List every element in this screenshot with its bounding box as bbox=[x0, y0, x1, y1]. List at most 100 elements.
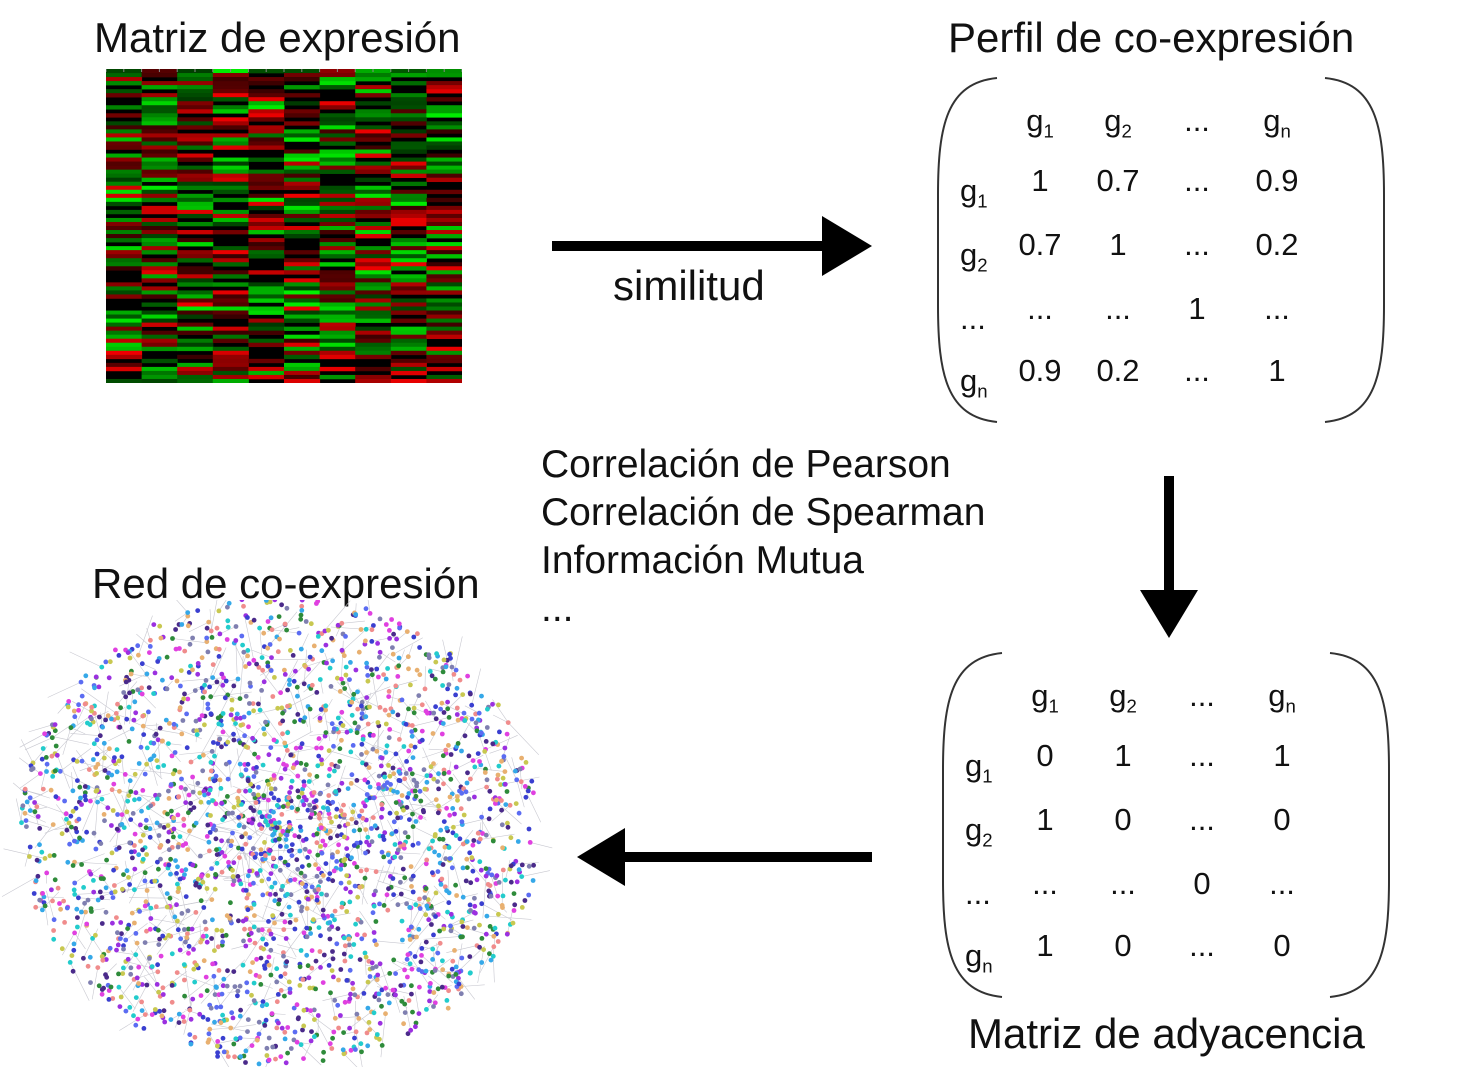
heatmap-cell bbox=[284, 149, 321, 154]
network-node bbox=[73, 805, 79, 811]
network-node bbox=[194, 732, 200, 737]
network-node bbox=[190, 635, 196, 641]
heatmap-cell bbox=[106, 318, 143, 323]
heatmap-cell bbox=[390, 113, 427, 118]
heatmap-cell bbox=[390, 334, 427, 340]
network-node bbox=[302, 767, 308, 772]
network-node bbox=[256, 701, 261, 707]
network-node bbox=[148, 916, 154, 921]
network-node bbox=[301, 1007, 307, 1013]
heatmap-cell bbox=[212, 282, 249, 287]
network-node bbox=[500, 893, 506, 899]
network-node bbox=[269, 1011, 275, 1016]
network-node bbox=[44, 769, 49, 774]
heatmap-cell bbox=[355, 334, 392, 340]
network-node bbox=[475, 830, 481, 836]
heatmap-cell bbox=[390, 105, 427, 110]
network-node bbox=[188, 1016, 194, 1022]
network-node bbox=[321, 1049, 326, 1055]
network-node bbox=[144, 745, 150, 751]
network-node bbox=[176, 885, 182, 891]
network-node bbox=[362, 950, 368, 956]
network-node bbox=[206, 791, 211, 796]
heatmap-cell bbox=[106, 362, 143, 368]
network-node bbox=[143, 825, 149, 831]
network-node bbox=[383, 622, 389, 627]
heatmap-cell bbox=[141, 302, 178, 307]
network-node bbox=[386, 689, 392, 694]
network-node bbox=[278, 988, 284, 993]
network-node bbox=[376, 773, 382, 779]
network-node bbox=[325, 782, 331, 788]
heatmap-cell bbox=[248, 298, 285, 303]
arrow-right-icon bbox=[552, 216, 872, 276]
network-node bbox=[176, 794, 182, 800]
network-node bbox=[454, 705, 460, 711]
network-node bbox=[432, 676, 438, 682]
network-node bbox=[268, 668, 274, 673]
network-node bbox=[215, 944, 221, 950]
heatmap-cell bbox=[248, 141, 285, 146]
heatmap-cell bbox=[390, 262, 427, 267]
network-node bbox=[351, 828, 357, 834]
network-node bbox=[136, 761, 142, 766]
heatmap-cell bbox=[319, 230, 356, 235]
network-node bbox=[272, 880, 278, 886]
network-node bbox=[23, 818, 29, 823]
network-node bbox=[376, 782, 381, 787]
network-node bbox=[427, 998, 432, 1004]
adjacency-cell: 0 bbox=[1036, 738, 1054, 773]
network-node bbox=[390, 645, 395, 650]
network-node bbox=[178, 683, 183, 689]
network-node bbox=[216, 654, 222, 659]
heatmap-cell bbox=[426, 234, 462, 239]
network-node bbox=[119, 931, 124, 937]
network-node bbox=[52, 768, 58, 774]
network-node bbox=[317, 715, 323, 721]
network-node bbox=[447, 812, 453, 818]
network-node bbox=[114, 915, 119, 920]
network-node bbox=[253, 800, 259, 805]
network-node bbox=[402, 1001, 408, 1007]
network-node bbox=[116, 758, 122, 764]
heatmap-cell bbox=[284, 250, 321, 255]
network-node bbox=[359, 699, 365, 705]
network-node bbox=[277, 897, 282, 903]
network-node bbox=[289, 853, 295, 858]
heatmap-cell bbox=[319, 117, 356, 122]
network-node bbox=[281, 953, 286, 959]
heatmap-cell bbox=[106, 314, 143, 319]
network-node bbox=[259, 688, 264, 693]
heatmap-cell bbox=[106, 262, 143, 267]
network-node bbox=[68, 813, 74, 819]
network-node bbox=[472, 764, 478, 770]
network-node bbox=[239, 834, 245, 840]
network-node bbox=[212, 1019, 217, 1025]
adjacency-cell: ... bbox=[1032, 866, 1058, 901]
network-node bbox=[459, 919, 465, 925]
network-node bbox=[191, 805, 197, 810]
network-node bbox=[272, 675, 277, 680]
network-node bbox=[154, 796, 160, 802]
network-node bbox=[84, 921, 90, 927]
heatmap-cell bbox=[319, 326, 356, 331]
heatmap-cell bbox=[106, 105, 143, 110]
heatmap-cell bbox=[141, 278, 178, 283]
heatmap-cell bbox=[355, 266, 392, 271]
network-node bbox=[494, 797, 499, 803]
network-node bbox=[292, 926, 298, 932]
heatmap-cell bbox=[355, 274, 392, 279]
network-node bbox=[465, 770, 470, 776]
profile-col-header: ... bbox=[1184, 103, 1210, 138]
network-node bbox=[441, 771, 447, 776]
heatmap-cell bbox=[106, 226, 143, 231]
network-node bbox=[220, 729, 226, 735]
network-node bbox=[406, 998, 412, 1003]
network-node bbox=[356, 724, 361, 730]
network-node bbox=[70, 968, 76, 974]
network-node bbox=[487, 924, 493, 929]
network-node bbox=[407, 766, 413, 772]
network-node bbox=[230, 1015, 236, 1021]
network-node bbox=[259, 814, 265, 820]
network-node bbox=[240, 642, 246, 648]
